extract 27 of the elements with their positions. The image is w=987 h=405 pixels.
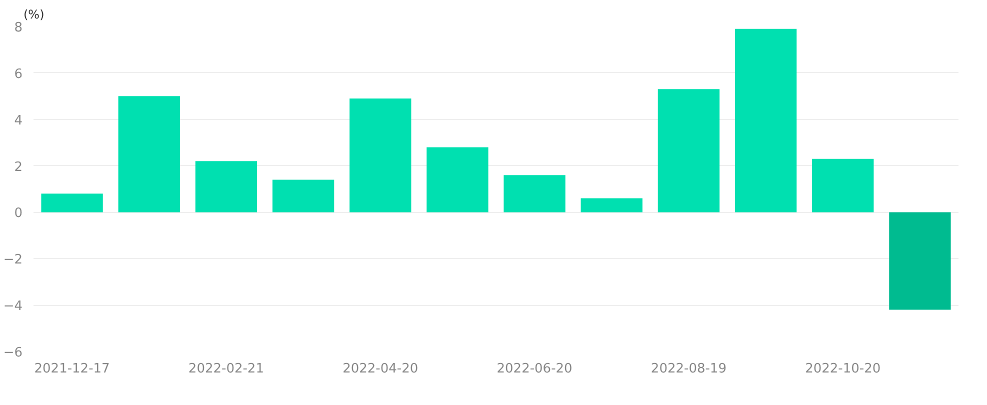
- bar: [350, 98, 412, 212]
- y-tick-label: −4: [3, 299, 23, 314]
- bar: [118, 96, 180, 212]
- x-tick-label: 2022-10-20: [805, 362, 881, 376]
- bar: [272, 180, 334, 212]
- x-tick-label: 2021-12-17: [34, 362, 110, 376]
- x-tick-label: 2022-06-20: [496, 362, 572, 376]
- bar: [195, 161, 258, 212]
- bar: [889, 212, 951, 310]
- y-tick-label: 6: [14, 66, 23, 82]
- x-tick-label: 2022-02-21: [188, 362, 264, 376]
- y-tick-label: 8: [14, 20, 23, 36]
- bar: [504, 175, 566, 212]
- x-tick-label: 2022-04-20: [342, 362, 418, 376]
- bar: [580, 198, 642, 212]
- bar: [41, 194, 103, 212]
- bar: [426, 147, 488, 212]
- y-tick-label: −6: [3, 346, 23, 360]
- bar: [658, 89, 720, 212]
- y-tick-label: 0: [14, 206, 23, 222]
- bar: [812, 158, 874, 212]
- y-tick-label: 4: [14, 113, 23, 128]
- y-tick-label: −2: [3, 252, 23, 268]
- x-tick-label: 2022-08-19: [650, 362, 726, 376]
- y-tick-label: 2: [14, 160, 23, 175]
- y-axis-title: (%): [24, 8, 44, 22]
- bar: [734, 28, 797, 212]
